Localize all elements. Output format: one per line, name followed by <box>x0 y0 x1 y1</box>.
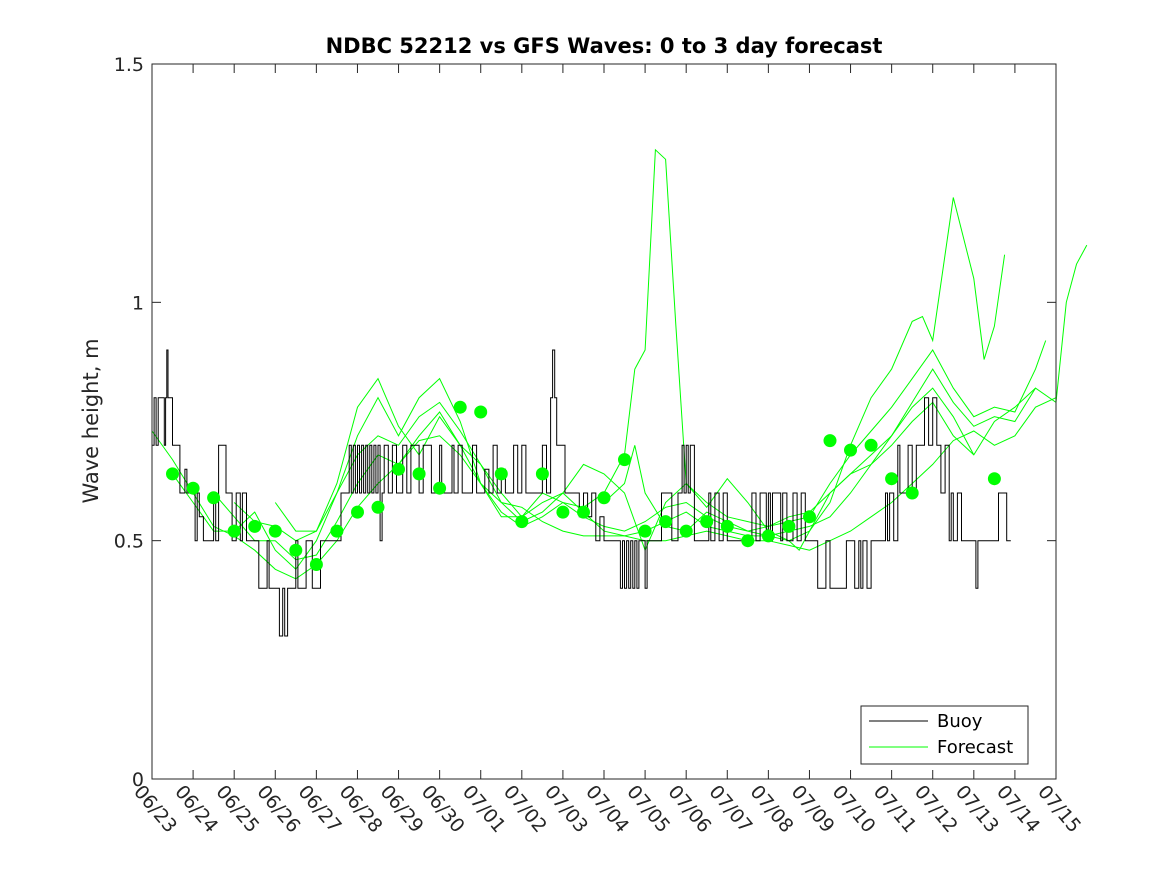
forecast-marker <box>803 510 816 524</box>
forecast-marker <box>289 543 303 557</box>
forecast-marker <box>453 400 467 414</box>
forecast-marker <box>309 558 323 571</box>
forecast-marker <box>268 524 282 538</box>
forecast-marker <box>227 524 241 538</box>
forecast-line-4 <box>233 148 1006 542</box>
forecast-marker <box>864 438 878 452</box>
forecast-marker <box>638 524 652 538</box>
forecast-marker <box>248 519 262 533</box>
forecast-marker <box>905 486 919 500</box>
forecast-line-6 <box>603 244 1088 552</box>
y-tick-label: 1.5 <box>114 54 144 76</box>
forecast-marker <box>679 524 693 538</box>
forecast-marker <box>474 405 488 419</box>
forecast-marker <box>166 467 179 481</box>
y-tick-label: 0 <box>132 769 144 791</box>
forecast-marker <box>433 481 447 495</box>
forecast-marker <box>700 515 714 529</box>
forecast-marker <box>207 491 221 505</box>
forecast-markers <box>166 400 1001 571</box>
forecast-marker <box>577 505 590 519</box>
legend-buoy-label: Buoy <box>937 711 983 732</box>
buoy-line-group <box>152 349 1011 637</box>
forecast-marker <box>761 529 775 543</box>
forecast-marker <box>720 519 734 533</box>
legend: Buoy Forecast <box>860 705 1029 765</box>
forecast-marker <box>535 467 549 481</box>
forecast-marker <box>741 534 755 548</box>
forecast-marker <box>351 505 364 519</box>
forecast-marker <box>412 467 426 481</box>
plot-area <box>151 64 1088 779</box>
forecast-marker <box>556 505 570 519</box>
forecast-marker <box>844 443 857 457</box>
y-axis-ticks: 0 0.5 1 1.5 <box>114 54 1056 791</box>
forecast-marker <box>659 515 673 529</box>
chart-title: NDBC 52212 vs GFS Waves: 0 to 3 day fore… <box>326 34 883 58</box>
forecast-marker <box>392 462 405 476</box>
forecast-marker <box>987 472 1001 486</box>
legend-box <box>860 705 1029 765</box>
forecast-marker <box>618 453 631 467</box>
forecast-marker <box>885 472 899 486</box>
forecast-marker <box>330 524 344 538</box>
legend-forecast-label: Forecast <box>937 737 1013 758</box>
forecast-marker <box>186 481 200 495</box>
forecast-marker <box>494 467 508 481</box>
y-tick-label: 1 <box>132 292 144 314</box>
axes-background <box>152 64 1056 779</box>
buoy-line <box>152 349 1011 637</box>
forecast-marker <box>515 515 529 529</box>
forecast-marker <box>823 434 837 448</box>
forecast-line-5 <box>274 340 1047 552</box>
forecast-marker <box>597 491 611 505</box>
y-axis-label: Wave height, m <box>79 338 103 503</box>
forecast-marker <box>371 500 385 514</box>
y-tick-label: 0.5 <box>114 531 144 553</box>
forecast-marker <box>782 519 796 533</box>
